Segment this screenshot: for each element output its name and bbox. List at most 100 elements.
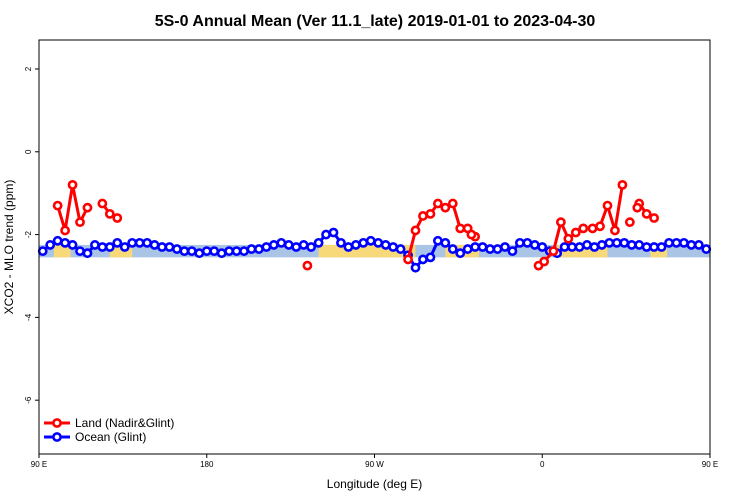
- ocean-point: [485, 244, 495, 254]
- ocean-point: [328, 227, 339, 238]
- land-point: [602, 200, 613, 211]
- land-point: [440, 202, 451, 213]
- ocean-point: [172, 244, 182, 254]
- ocean-point: [194, 248, 205, 259]
- ocean-point: [626, 240, 637, 250]
- ocean-point: [664, 237, 674, 248]
- x-tick-label: 0: [540, 460, 545, 469]
- ocean-point: [432, 235, 443, 246]
- ocean-point: [350, 240, 361, 250]
- ocean-point: [455, 248, 466, 259]
- ocean-point: [209, 246, 220, 257]
- ocean-point: [500, 242, 510, 252]
- ocean-point: [686, 240, 697, 250]
- ocean-point: [582, 240, 592, 250]
- ocean-point: [276, 237, 287, 248]
- land-point: [578, 223, 589, 234]
- legend: Land (Nadir&Glint)Ocean (Glint): [44, 416, 174, 444]
- land-point: [403, 254, 413, 265]
- x-tick-label: 90 E: [702, 460, 718, 469]
- ocean-point: [268, 240, 279, 250]
- ocean-point: [75, 246, 85, 257]
- ocean-point: [224, 246, 235, 257]
- land-point: [75, 217, 85, 228]
- ocean-point: [321, 229, 331, 240]
- ocean-point: [298, 240, 309, 250]
- ocean-point: [514, 237, 525, 248]
- ocean-point: [671, 237, 682, 248]
- ocean-point: [283, 240, 294, 250]
- land-point: [587, 223, 598, 234]
- ocean-point: [365, 235, 376, 246]
- ocean-point: [462, 244, 473, 254]
- ocean-point: [418, 254, 428, 265]
- land-point: [632, 202, 643, 213]
- ocean-point: [522, 237, 533, 248]
- ocean-point: [90, 240, 100, 250]
- ocean-point: [201, 246, 212, 257]
- legend-marker: [52, 432, 62, 442]
- ocean-point: [649, 242, 659, 252]
- ocean-point: [596, 240, 607, 250]
- land-point: [447, 198, 458, 209]
- land-point: [60, 225, 70, 236]
- land-point: [67, 179, 78, 190]
- ocean-point: [45, 240, 56, 250]
- land-point: [548, 246, 559, 257]
- land-point: [563, 233, 574, 244]
- y-tick-label: -2: [24, 230, 33, 238]
- land-point: [595, 221, 605, 232]
- ocean-point: [395, 244, 406, 254]
- ocean-point: [67, 240, 78, 250]
- y-tick-label: -6: [24, 396, 33, 404]
- ocean-point: [291, 242, 302, 252]
- ocean-point: [634, 240, 645, 250]
- ocean-point: [425, 252, 436, 263]
- land-point: [570, 227, 581, 238]
- ocean-point: [142, 237, 153, 248]
- ocean-point: [693, 240, 704, 250]
- legend-label: Ocean (Glint): [75, 430, 146, 444]
- land-point: [410, 225, 421, 236]
- ocean-point: [567, 242, 577, 252]
- ocean-point: [656, 242, 667, 252]
- ocean-point: [97, 242, 108, 252]
- land-point: [418, 211, 428, 221]
- land-point: [112, 213, 123, 223]
- ocean-point: [216, 248, 227, 259]
- ocean-point: [254, 244, 264, 254]
- chart-title: 5S-0 Annual Mean (Ver 11.1_late) 2019-01…: [155, 13, 596, 30]
- y-tick-label: -4: [24, 313, 33, 321]
- ocean-point: [589, 242, 600, 252]
- legend-label: Land (Nadir&Glint): [75, 416, 174, 430]
- ocean-point: [313, 237, 324, 248]
- ocean-point: [604, 237, 615, 248]
- ocean-point: [119, 242, 130, 252]
- ocean-point: [559, 242, 570, 252]
- ocean-point: [619, 237, 630, 248]
- ocean-point: [447, 244, 458, 254]
- x-tick-label: 180: [200, 460, 214, 469]
- ocean-point: [492, 244, 503, 254]
- ocean-point: [127, 237, 138, 248]
- ocean-point: [164, 242, 175, 252]
- y-axis-label: XCO2 - MLO trend (ppm): [2, 180, 16, 315]
- ocean-point: [477, 242, 488, 252]
- ocean-point: [641, 242, 652, 252]
- land-point: [649, 213, 659, 223]
- land-point: [432, 198, 443, 209]
- x-axis-label: Longitude (deg E): [327, 477, 422, 491]
- ocean-point: [507, 246, 518, 257]
- ocean-point: [701, 244, 712, 254]
- ocean-point: [239, 246, 249, 257]
- ocean-point: [388, 242, 399, 252]
- ocean-point: [611, 237, 622, 248]
- ocean-point: [410, 262, 421, 273]
- ocean-point: [537, 242, 548, 252]
- ocean-point: [358, 237, 369, 248]
- ocean-point: [261, 242, 272, 252]
- ocean-point: [343, 242, 354, 252]
- y-tick-label: 0: [24, 149, 33, 154]
- ocean-point: [470, 242, 481, 252]
